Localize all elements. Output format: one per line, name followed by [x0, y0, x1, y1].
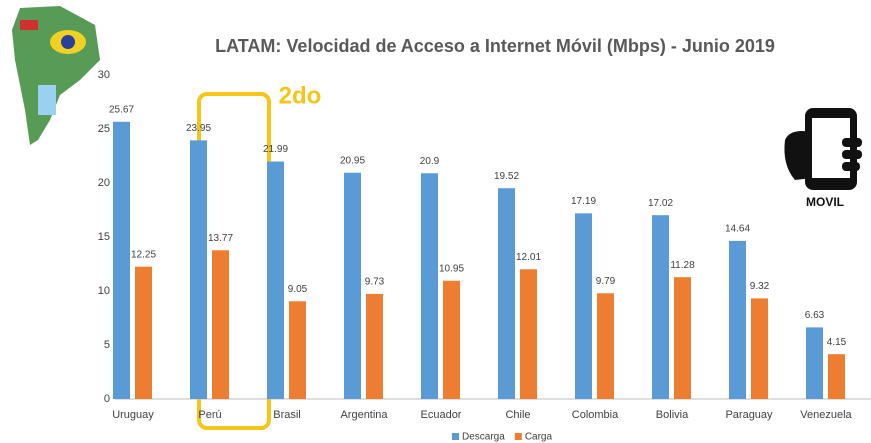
x-tick-label: Colombia: [572, 409, 619, 421]
x-tick-label: Perú: [198, 409, 221, 421]
bar: [828, 354, 845, 399]
bar: [366, 293, 383, 399]
value-label: 9.05: [288, 284, 308, 295]
value-label: 14.64: [725, 224, 750, 235]
bar: [212, 250, 229, 399]
x-tick-label: Bolivia: [656, 409, 689, 421]
x-tick-label: Chile: [505, 409, 530, 421]
bar: [597, 293, 614, 399]
y-tick-label: 30: [98, 69, 110, 81]
value-label: 17.19: [571, 196, 596, 207]
annotation: MOVIL: [806, 195, 844, 209]
value-label: 6.63: [805, 310, 825, 321]
value-label: 20.95: [340, 155, 365, 166]
value-label: 13.77: [208, 233, 233, 244]
value-label: 23.95: [186, 123, 211, 134]
map-decoration: [12, 6, 100, 145]
bar: [520, 269, 537, 399]
y-tick-label: 25: [98, 123, 110, 135]
y-tick-label: 15: [98, 231, 110, 243]
bar: [674, 277, 691, 399]
value-label: 11.28: [670, 260, 695, 271]
bar: [113, 121, 130, 399]
value-label: 12.25: [131, 249, 156, 260]
value-label: 12.01: [516, 252, 541, 263]
bar: [344, 172, 361, 399]
bar: [443, 280, 460, 399]
value-label: 17.02: [648, 198, 673, 209]
x-tick-label: Venezuela: [800, 409, 852, 421]
bar: [267, 161, 284, 399]
x-tick-label: Paraguay: [725, 409, 773, 421]
chart-title: LATAM: Velocidad de Acceso a Internet Mó…: [215, 36, 775, 56]
bar: [575, 213, 592, 399]
legend-label: Carga: [525, 432, 553, 443]
bar: [289, 301, 306, 399]
y-tick-label: 10: [98, 285, 110, 297]
x-tick-label: Ecuador: [421, 409, 462, 421]
bar: [729, 240, 746, 399]
value-label: 10.95: [439, 263, 464, 274]
bar: [652, 215, 669, 399]
legend-label: Descarga: [462, 432, 505, 443]
value-label: 21.99: [263, 144, 288, 155]
y-tick-label: 0: [104, 393, 110, 405]
bar: [806, 327, 823, 399]
bar: [135, 266, 152, 399]
value-label: 9.73: [365, 277, 385, 288]
legend-swatch: [452, 433, 459, 440]
value-label: 20.9: [420, 156, 440, 167]
phone-icon: [784, 108, 862, 190]
value-label: 25.67: [109, 104, 134, 115]
y-tick-label: 20: [98, 177, 110, 189]
value-label: 9.79: [596, 276, 616, 287]
x-tick-label: Argentina: [340, 409, 388, 421]
highlight-box: [197, 92, 271, 430]
value-label: 4.15: [827, 337, 847, 348]
x-tick-label: Uruguay: [112, 409, 154, 421]
bar: [751, 298, 768, 399]
value-label: 19.52: [494, 171, 519, 182]
bar: [498, 188, 515, 399]
legend-swatch: [514, 433, 522, 440]
value-label: 9.32: [750, 281, 770, 292]
bar: [190, 140, 207, 399]
bar: [421, 173, 438, 399]
x-tick-label: Brasil: [273, 409, 301, 421]
y-tick-label: 5: [104, 339, 110, 351]
annotation: 2do: [279, 82, 322, 109]
